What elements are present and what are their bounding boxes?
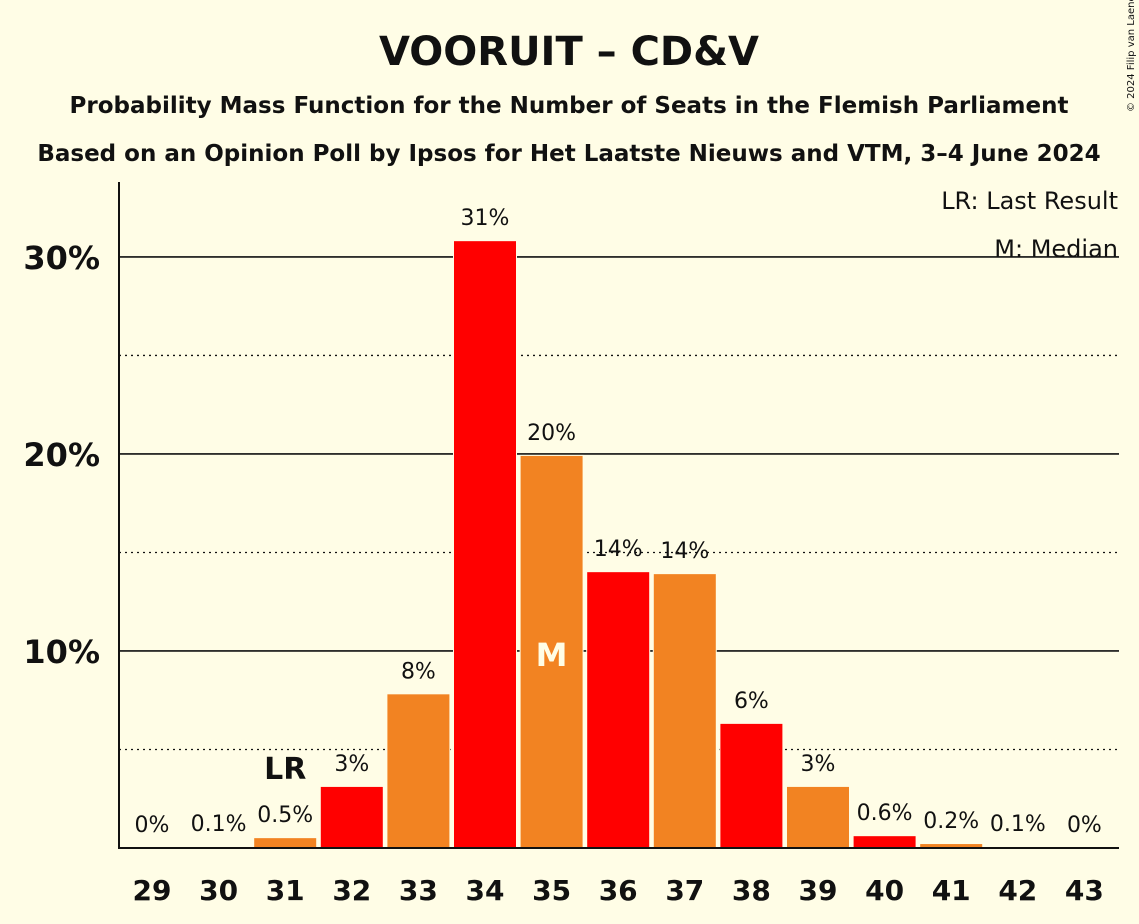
data-label: 3% bbox=[334, 752, 369, 777]
bar bbox=[920, 844, 983, 848]
x-axis-ticks: 29 30 31 32 33 34 35 36 37 38 39 40 41 42 43 bbox=[133, 874, 1104, 907]
data-label: 14% bbox=[594, 537, 643, 562]
bar bbox=[454, 241, 516, 848]
y-axis-ticks: 10% 20% 30% bbox=[23, 239, 100, 671]
data-label: 0.5% bbox=[257, 803, 313, 828]
data-label-group: 0% 0.1% 0.5% 3% 8% 31% 20% 14% 14% 6% 3% 0.6% 0.2% 0.… bbox=[135, 206, 1102, 838]
x-tick-label: 35 bbox=[532, 874, 571, 907]
data-label: 0.6% bbox=[857, 801, 913, 826]
x-tick-label: 43 bbox=[1065, 874, 1104, 907]
bar bbox=[853, 836, 916, 848]
data-label: 0.1% bbox=[191, 812, 247, 837]
data-label: 0% bbox=[1067, 813, 1102, 838]
last-result-marker: LR bbox=[264, 752, 306, 787]
marker-group: LR M bbox=[264, 636, 567, 787]
data-label: 14% bbox=[660, 539, 709, 564]
data-label: 8% bbox=[401, 659, 436, 684]
chart-title: VOORUIT – CD&V bbox=[379, 29, 759, 75]
legend-median: M: Median bbox=[994, 235, 1118, 263]
bar bbox=[387, 694, 450, 848]
y-tick-label: 20% bbox=[23, 436, 100, 474]
x-tick-label: 33 bbox=[399, 874, 438, 907]
legend-last-result: LR: Last Result bbox=[941, 187, 1118, 215]
x-tick-label: 42 bbox=[998, 874, 1037, 907]
data-label: 31% bbox=[461, 206, 510, 231]
x-tick-label: 38 bbox=[732, 874, 771, 907]
x-tick-label: 29 bbox=[133, 874, 172, 907]
bar-group bbox=[120, 240, 1117, 848]
bar bbox=[520, 455, 583, 848]
data-label: 0.1% bbox=[990, 812, 1046, 837]
bar bbox=[587, 572, 650, 848]
x-tick-label: 34 bbox=[466, 874, 505, 907]
chart-subtitle: Probability Mass Function for the Number… bbox=[70, 93, 1069, 119]
bar bbox=[254, 838, 317, 848]
data-label: 20% bbox=[527, 421, 576, 446]
bar bbox=[653, 574, 716, 848]
x-tick-label: 31 bbox=[266, 874, 305, 907]
x-tick-label: 40 bbox=[865, 874, 904, 907]
x-tick-label: 30 bbox=[199, 874, 238, 907]
bar bbox=[320, 786, 383, 848]
x-tick-label: 41 bbox=[932, 874, 971, 907]
data-label: 3% bbox=[801, 752, 836, 777]
data-label: 6% bbox=[734, 689, 769, 714]
median-marker: M bbox=[536, 636, 568, 674]
y-tick-label: 30% bbox=[23, 239, 100, 277]
copyright-text: © 2024 Filip van Laenen bbox=[1126, 0, 1137, 112]
bar bbox=[720, 723, 783, 848]
x-tick-label: 36 bbox=[599, 874, 638, 907]
chart-subtitle-source: Based on an Opinion Poll by Ipsos for He… bbox=[37, 141, 1100, 167]
data-label: 0% bbox=[135, 813, 170, 838]
x-tick-label: 37 bbox=[665, 874, 704, 907]
y-tick-label: 10% bbox=[23, 633, 100, 671]
bar bbox=[787, 786, 849, 848]
x-tick-label: 39 bbox=[799, 874, 838, 907]
x-tick-label: 32 bbox=[332, 874, 371, 907]
data-label: 0.2% bbox=[923, 809, 979, 834]
